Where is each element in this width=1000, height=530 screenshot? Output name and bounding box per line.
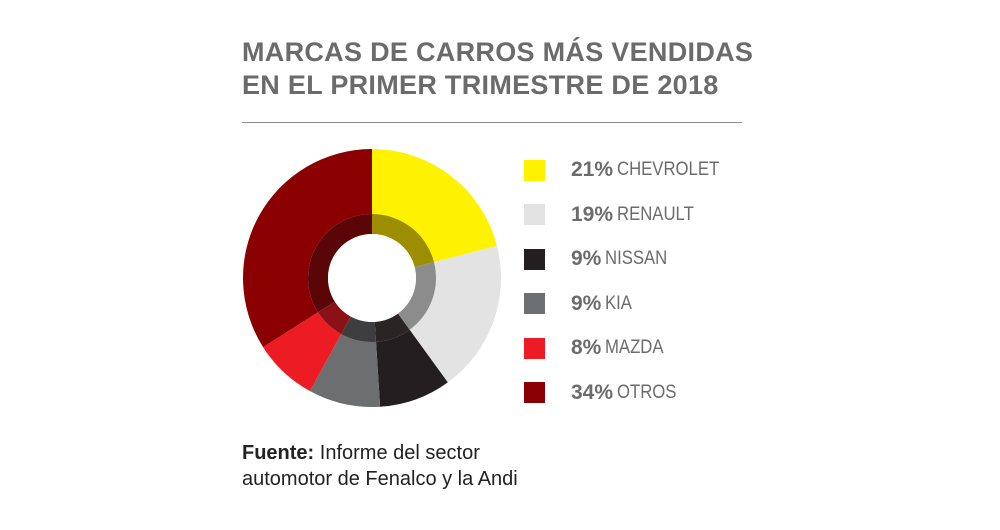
legend-item-mazda: 8% MAZDA	[524, 333, 672, 363]
slice-chevrolet	[372, 149, 497, 263]
legend-item-nissan: 9% NISSAN	[524, 244, 676, 274]
legend-label-kia: KIA	[605, 292, 633, 314]
legend-item-otros: 34% OTROS	[524, 378, 685, 408]
legend-item-kia: 9% KIA	[524, 289, 636, 319]
slice-kia	[309, 334, 381, 407]
legend-swatch-nissan	[524, 248, 545, 270]
legend-swatch-kia	[524, 293, 545, 314]
chart-title-line-2: EN EL PRIMER TRIMESTRE DE 2018	[242, 70, 719, 100]
chart-title: MARCAS DE CARROS MÁS VENDIDAS EN EL PRIM…	[242, 36, 762, 102]
slice-otros	[243, 149, 372, 348]
source-text-line-2: automotor de Fenalco y la Andi	[242, 468, 518, 490]
inner-slice-otros	[308, 214, 372, 313]
source-note: Fuente: Informe del sector automotor de …	[242, 440, 518, 492]
chart-title-line-1: MARCAS DE CARROS MÁS VENDIDAS	[242, 37, 754, 67]
inner-slice-renault	[397, 262, 436, 330]
legend-label-renault: RENAULT	[617, 203, 694, 225]
legend-item-renault: 19% RENAULT	[524, 200, 704, 230]
legend-value-renault: 19%	[571, 202, 614, 226]
legend-value-mazda: 8%	[571, 336, 602, 359]
legend-label-mazda: MAZDA	[605, 337, 664, 358]
legend-swatch-mazda	[524, 337, 545, 359]
legend-swatch-otros	[524, 382, 545, 403]
title-divider	[242, 122, 742, 123]
source-label: Fuente:	[242, 442, 315, 464]
inner-slice-chevrolet	[372, 214, 434, 268]
inner-slice-nissan	[374, 313, 410, 342]
donut-chart	[243, 149, 501, 407]
slice-renault	[409, 245, 501, 383]
legend-value-nissan: 9%	[571, 247, 602, 270]
outer-ring	[243, 149, 501, 407]
legend-swatch-renault	[524, 204, 545, 225]
donut-hole	[328, 234, 416, 322]
inner-slice-kia	[341, 316, 377, 342]
inner-ring	[308, 214, 436, 342]
legend-value-kia: 9%	[571, 291, 602, 315]
legend-value-otros: 34%	[571, 380, 614, 404]
legend-item-chevrolet: 21% CHEVROLET	[524, 155, 733, 185]
source-text-line-1: Informe del sector	[319, 442, 480, 464]
legend-value-chevrolet: 21%	[571, 158, 614, 181]
legend-label-nissan: NISSAN	[605, 248, 668, 269]
legend-label-otros: OTROS	[617, 381, 677, 403]
inner-slice-mazda	[317, 301, 351, 335]
slice-nissan	[376, 329, 448, 407]
legend-swatch-chevrolet	[524, 159, 545, 181]
slice-mazda	[263, 312, 342, 392]
legend-label-chevrolet: CHEVROLET	[617, 159, 720, 180]
